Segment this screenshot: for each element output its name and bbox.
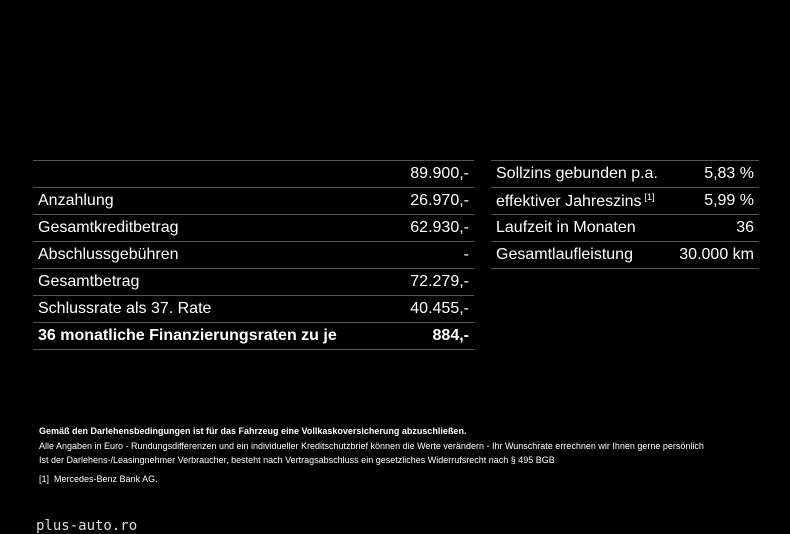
table-row: 36 monatliche Finanzierungsraten zu je 88… bbox=[33, 323, 474, 350]
watermark: plus-auto.ro bbox=[36, 518, 138, 534]
row-label: Anzahlung bbox=[38, 192, 114, 210]
row-value: 26.970,- bbox=[410, 192, 469, 209]
label-text: Gesamtlaufleistung bbox=[496, 246, 633, 263]
label-text: 36 monatliche Finanzierungsraten zu je bbox=[38, 327, 337, 344]
row-value: 884,- bbox=[432, 327, 469, 344]
footnote-text: Mercedes-Benz Bank AG. bbox=[54, 473, 158, 484]
row-label: Sollzins gebunden p.a. bbox=[496, 165, 658, 183]
row-label: Laufzeit in Monaten bbox=[496, 219, 636, 237]
table-row: Gesamtlaufleistung 30.000 km bbox=[491, 242, 759, 269]
row-value: - bbox=[463, 246, 469, 263]
label-text: Gesamtkreditbetrag bbox=[38, 219, 179, 236]
terms-table: Sollzins gebunden p.a. 5,83 % effektiver J… bbox=[491, 160, 759, 269]
table-row: Anzahlung 26.970,- bbox=[33, 188, 474, 215]
row-label: Gesamtlaufleistung bbox=[496, 246, 633, 264]
row-value: 30.000 km bbox=[679, 246, 754, 263]
row-label: Abschlussgebühren bbox=[38, 246, 179, 264]
row-label: Gesamtkreditbetrag bbox=[38, 219, 179, 237]
row-value: 40.455,- bbox=[410, 300, 469, 317]
table-row: 89.900,- bbox=[33, 161, 474, 188]
table-row: Schlussrate als 37. Rate 40.455,- bbox=[33, 296, 474, 323]
row-label: 36 monatliche Finanzierungsraten zu je bbox=[38, 327, 337, 345]
table-row: Gesamtbetrag 72.279,- bbox=[33, 269, 474, 296]
table-row: Gesamtkreditbetrag 62.930,- bbox=[33, 215, 474, 242]
row-label: Gesamtbetrag bbox=[38, 273, 139, 291]
footer-line: Alle Angaben in Euro - Rundungsdifferenz… bbox=[39, 440, 704, 451]
row-label: effektiver Jahreszins [1] bbox=[496, 192, 655, 211]
table-row: Sollzins gebunden p.a. 5,83 % bbox=[491, 161, 759, 188]
row-label: Schlussrate als 37. Rate bbox=[38, 300, 211, 318]
footnote-mark: [1] bbox=[39, 473, 50, 484]
financing-table: 89.900,- Anzahlung 26.970,- Gesamtkreditbet… bbox=[33, 160, 474, 350]
footer: Gemäß den Darlehensbedingungen ist für d… bbox=[39, 424, 704, 486]
row-value: 62.930,- bbox=[410, 219, 469, 236]
footer-line: Ist der Darlehens-/Leasingnehmer Verbrau… bbox=[39, 455, 555, 465]
row-value: 5,83 % bbox=[704, 165, 754, 182]
table-row: effektiver Jahreszins [1] 5,99 % bbox=[491, 188, 759, 215]
label-text: Gesamtbetrag bbox=[38, 273, 140, 290]
label-text: Schlussrate als 37. Rate bbox=[38, 300, 212, 317]
label-text: Abschlussgebühren bbox=[38, 246, 179, 263]
label-text: Laufzeit in Monaten bbox=[496, 219, 636, 236]
row-value: 5,99 % bbox=[704, 192, 754, 209]
row-value: 36 bbox=[736, 219, 754, 236]
label-text: Anzahlung bbox=[38, 192, 114, 209]
label-text: effektiver Jahreszins bbox=[496, 192, 642, 210]
row-value: 72.279,- bbox=[410, 273, 469, 290]
label-text: Sollzins gebunden p.a. bbox=[496, 165, 658, 182]
footer-heading: Gemäß den Darlehensbedingungen ist für d… bbox=[39, 426, 467, 436]
table-row: Abschlussgebühren - bbox=[33, 242, 474, 269]
footnote: [1] Mercedes-Benz Bank AG. bbox=[39, 472, 704, 487]
row-value: 89.900,- bbox=[410, 165, 469, 182]
table-row: Laufzeit in Monaten 36 bbox=[491, 215, 759, 242]
footnote-ref: [1] bbox=[644, 191, 655, 202]
